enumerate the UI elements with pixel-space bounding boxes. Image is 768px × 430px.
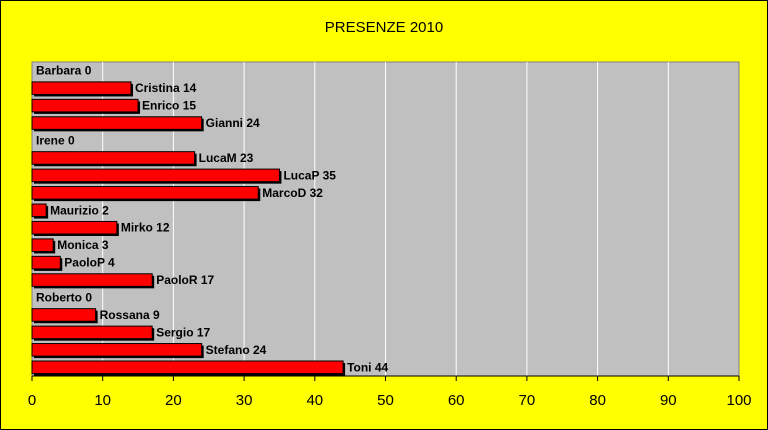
bar-label: Rossana 9 [100,308,160,322]
bar-label: Maurizio 2 [50,203,109,217]
bar [31,203,47,218]
bar-label: Stefano 24 [206,343,267,357]
bar-label: Mirko 12 [121,221,170,235]
bar-label: Roberto 0 [36,291,92,305]
bars: Barbara 0 Cristina 14 Enrico 15 Gianni 24 Ir… [31,64,389,376]
x-tick-label: 50 [377,392,394,409]
bar-label: Cristina 14 [135,81,197,95]
bar-label: Gianni 24 [206,116,260,130]
x-tick-label: 40 [306,392,323,409]
bar [31,151,196,165]
x-tick-label: 80 [589,392,606,409]
bar-label: Toni 44 [347,360,388,374]
x-tick-label: 30 [236,392,253,409]
x-tick-label: 0 [28,392,36,409]
bar [31,116,203,130]
bar [31,343,203,357]
bar-label: Barbara 0 [36,64,92,78]
x-tick-label: 70 [519,392,536,409]
bar [31,360,344,375]
bar [31,186,259,200]
x-tick-label: 100 [726,392,751,409]
bar [31,220,118,235]
bar [31,308,97,322]
bar-label: Sergio 17 [156,325,210,339]
bar-label: MarcoD 32 [262,186,323,200]
bar-label: Enrico 15 [142,99,196,113]
bar-label: LucaM 23 [199,151,254,165]
bar-label: PaoloP 4 [64,256,115,270]
bar-label: Monica 3 [57,238,109,252]
bar-label: PaoloR 17 [156,273,214,287]
bar [31,238,54,252]
bar [31,325,153,340]
x-tick-label: 10 [94,392,111,409]
bar [31,273,153,287]
grid-lines [102,62,669,376]
bar [31,168,280,183]
x-tick-label: 90 [660,392,677,409]
chart-title: PRESENZE 2010 [324,19,444,36]
bar [31,81,132,95]
bar-label: Irene 0 [36,134,75,148]
bar-label: LucaP 35 [283,168,336,182]
x-axis: 0 10 20 30 40 50 60 70 80 90 100 [28,375,752,409]
x-tick-label: 20 [165,392,182,409]
bar [31,255,61,270]
bar [31,98,139,113]
x-tick-label: 60 [448,392,465,409]
